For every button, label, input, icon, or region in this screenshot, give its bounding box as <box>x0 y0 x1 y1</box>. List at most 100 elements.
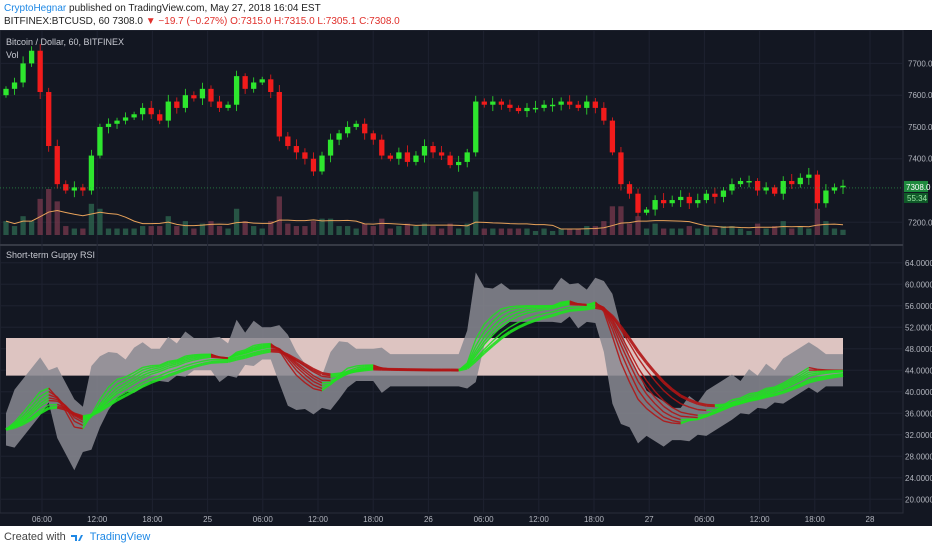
rsi-line-segment <box>261 349 272 355</box>
candle-body <box>285 136 291 147</box>
rsi-line-segment <box>757 389 767 395</box>
rsi-line-segment <box>321 383 331 387</box>
volume-bar <box>105 228 112 235</box>
rsi-line-segment <box>500 316 511 324</box>
rsi-line-segment <box>151 365 160 369</box>
rsi-line-segment <box>662 380 674 391</box>
rsi-line-segment <box>133 372 144 379</box>
rsi-line-segment <box>184 365 195 371</box>
rsi-line-segment <box>475 330 485 347</box>
rsi-line-segment <box>791 376 801 383</box>
rsi-line-segment <box>330 376 340 382</box>
price-axis[interactable]: 7700.0 7600.0 7500.0 7400.0 7200.0 <box>908 59 932 227</box>
rsi-line-segment <box>168 368 178 373</box>
rsi-line-segment <box>492 326 502 336</box>
volume-bar <box>208 221 214 235</box>
rsi-line-segment <box>210 360 220 364</box>
volume-bar <box>626 223 633 235</box>
chart-title: Bitcoin / Dollar, 60, BITFINEX <box>6 37 124 47</box>
rsi-line-segment <box>817 372 827 376</box>
rsi-line-segment <box>680 411 690 415</box>
rsi-line-segment <box>176 356 186 362</box>
rsi-line-segment <box>13 422 24 429</box>
rsi-line-segment <box>774 385 784 391</box>
volume-bar <box>507 228 513 235</box>
rsi-line-segment <box>475 340 485 354</box>
rsi-line-segment <box>108 387 118 397</box>
rsi-title: Short-term Guppy RSI <box>6 250 95 260</box>
candle-body <box>481 101 487 105</box>
rsi-line-segment <box>791 384 801 391</box>
rsi-line-segment <box>731 400 741 406</box>
rsi-line-segment <box>544 306 553 309</box>
candle-body <box>652 200 658 210</box>
rsi-line-segment <box>689 406 699 411</box>
volume-bar <box>182 221 189 235</box>
volume-bar <box>379 218 385 235</box>
rsi-line-segment <box>509 326 520 334</box>
rsi-line-segment <box>569 308 579 312</box>
rsi-line-segment <box>586 305 596 311</box>
volume-bar <box>336 226 342 235</box>
tradingview-brand[interactable]: TradingView <box>89 531 151 543</box>
rsi-line-segment <box>31 391 41 403</box>
rsi-line-segment <box>108 378 118 388</box>
volume-bar <box>737 228 744 235</box>
volume-bar <box>430 226 436 235</box>
rsi-line-segment <box>321 381 331 384</box>
rsi-line-segment <box>99 395 110 408</box>
time-axis[interactable]: 06:00 12:00 18:00 25 06:00 12:00 18:00 26 06:00 1… <box>32 515 875 524</box>
publish-line: CryptoHegnar published on TradingView.co… <box>4 3 321 14</box>
rsi-line-segment <box>125 374 135 381</box>
volume-bar <box>635 216 641 235</box>
volume-bar <box>754 223 761 235</box>
author-link[interactable]: CryptoHegnar <box>4 3 67 14</box>
rsi-line-segment <box>176 360 186 365</box>
price-tick-label: 7400.0 <box>908 155 932 164</box>
rsi-line-segment <box>57 403 67 409</box>
candle-body <box>46 92 52 147</box>
candle-body <box>140 107 146 115</box>
rsi-tick-label: 44.0000 <box>905 366 932 375</box>
rsi-tick-label: 40.0000 <box>905 388 932 397</box>
candle-body <box>609 120 616 153</box>
rsi-line-segment <box>672 422 681 425</box>
volume-label: Vol <box>6 50 19 60</box>
chart-svg[interactable]: 7700.0 7600.0 7500.0 7400.0 7200.0 64.0000 60… <box>0 30 932 526</box>
rsi-axis[interactable]: 64.0000 60.0000 56.0000 52.0000 48.0000 44.00… <box>905 259 932 505</box>
rsi-line-segment <box>39 387 49 393</box>
rsi-line-segment <box>244 349 254 354</box>
price-tick-label: 7600.0 <box>908 91 932 100</box>
rsi-line-segment <box>330 377 340 383</box>
rsi-line-segment <box>646 380 656 392</box>
rsi-tick-label: 20.0000 <box>905 495 932 504</box>
rsi-line-segment <box>765 390 775 394</box>
ohlc-values: O:7315.0 H:7315.0 L:7305.1 C:7308.0 <box>230 16 400 27</box>
rsi-line-segment <box>646 386 656 398</box>
candle-body <box>362 123 368 134</box>
rsi-line-segment <box>774 386 784 392</box>
volume-bar <box>609 206 616 235</box>
rsi-line-segment <box>5 425 15 431</box>
price-tags: 7308.0 55:34 <box>904 180 931 203</box>
time-tick-label: 12:00 <box>529 515 550 524</box>
candle-body <box>319 155 325 172</box>
rsi-line-segment <box>193 356 203 360</box>
rsi-line-segment <box>116 387 126 395</box>
time-tick-label: 12:00 <box>308 515 329 524</box>
rsi-line-segment <box>680 419 690 423</box>
rsi-tick-label: 56.0000 <box>905 302 932 311</box>
rsi-line-segment <box>552 308 562 313</box>
volume-bar <box>362 223 368 235</box>
candle-body <box>225 104 231 108</box>
volume-bar <box>370 226 376 235</box>
rsi-line-segment <box>509 312 519 318</box>
rsi-line-segment <box>236 349 246 353</box>
volume-bar <box>669 228 675 235</box>
rsi-line-segment <box>304 382 314 390</box>
volume-bar <box>498 228 505 235</box>
rsi-line-segment <box>202 360 212 366</box>
volume-bar <box>541 228 547 235</box>
rsi-line-segment <box>185 356 195 360</box>
volume-bar <box>643 228 650 235</box>
